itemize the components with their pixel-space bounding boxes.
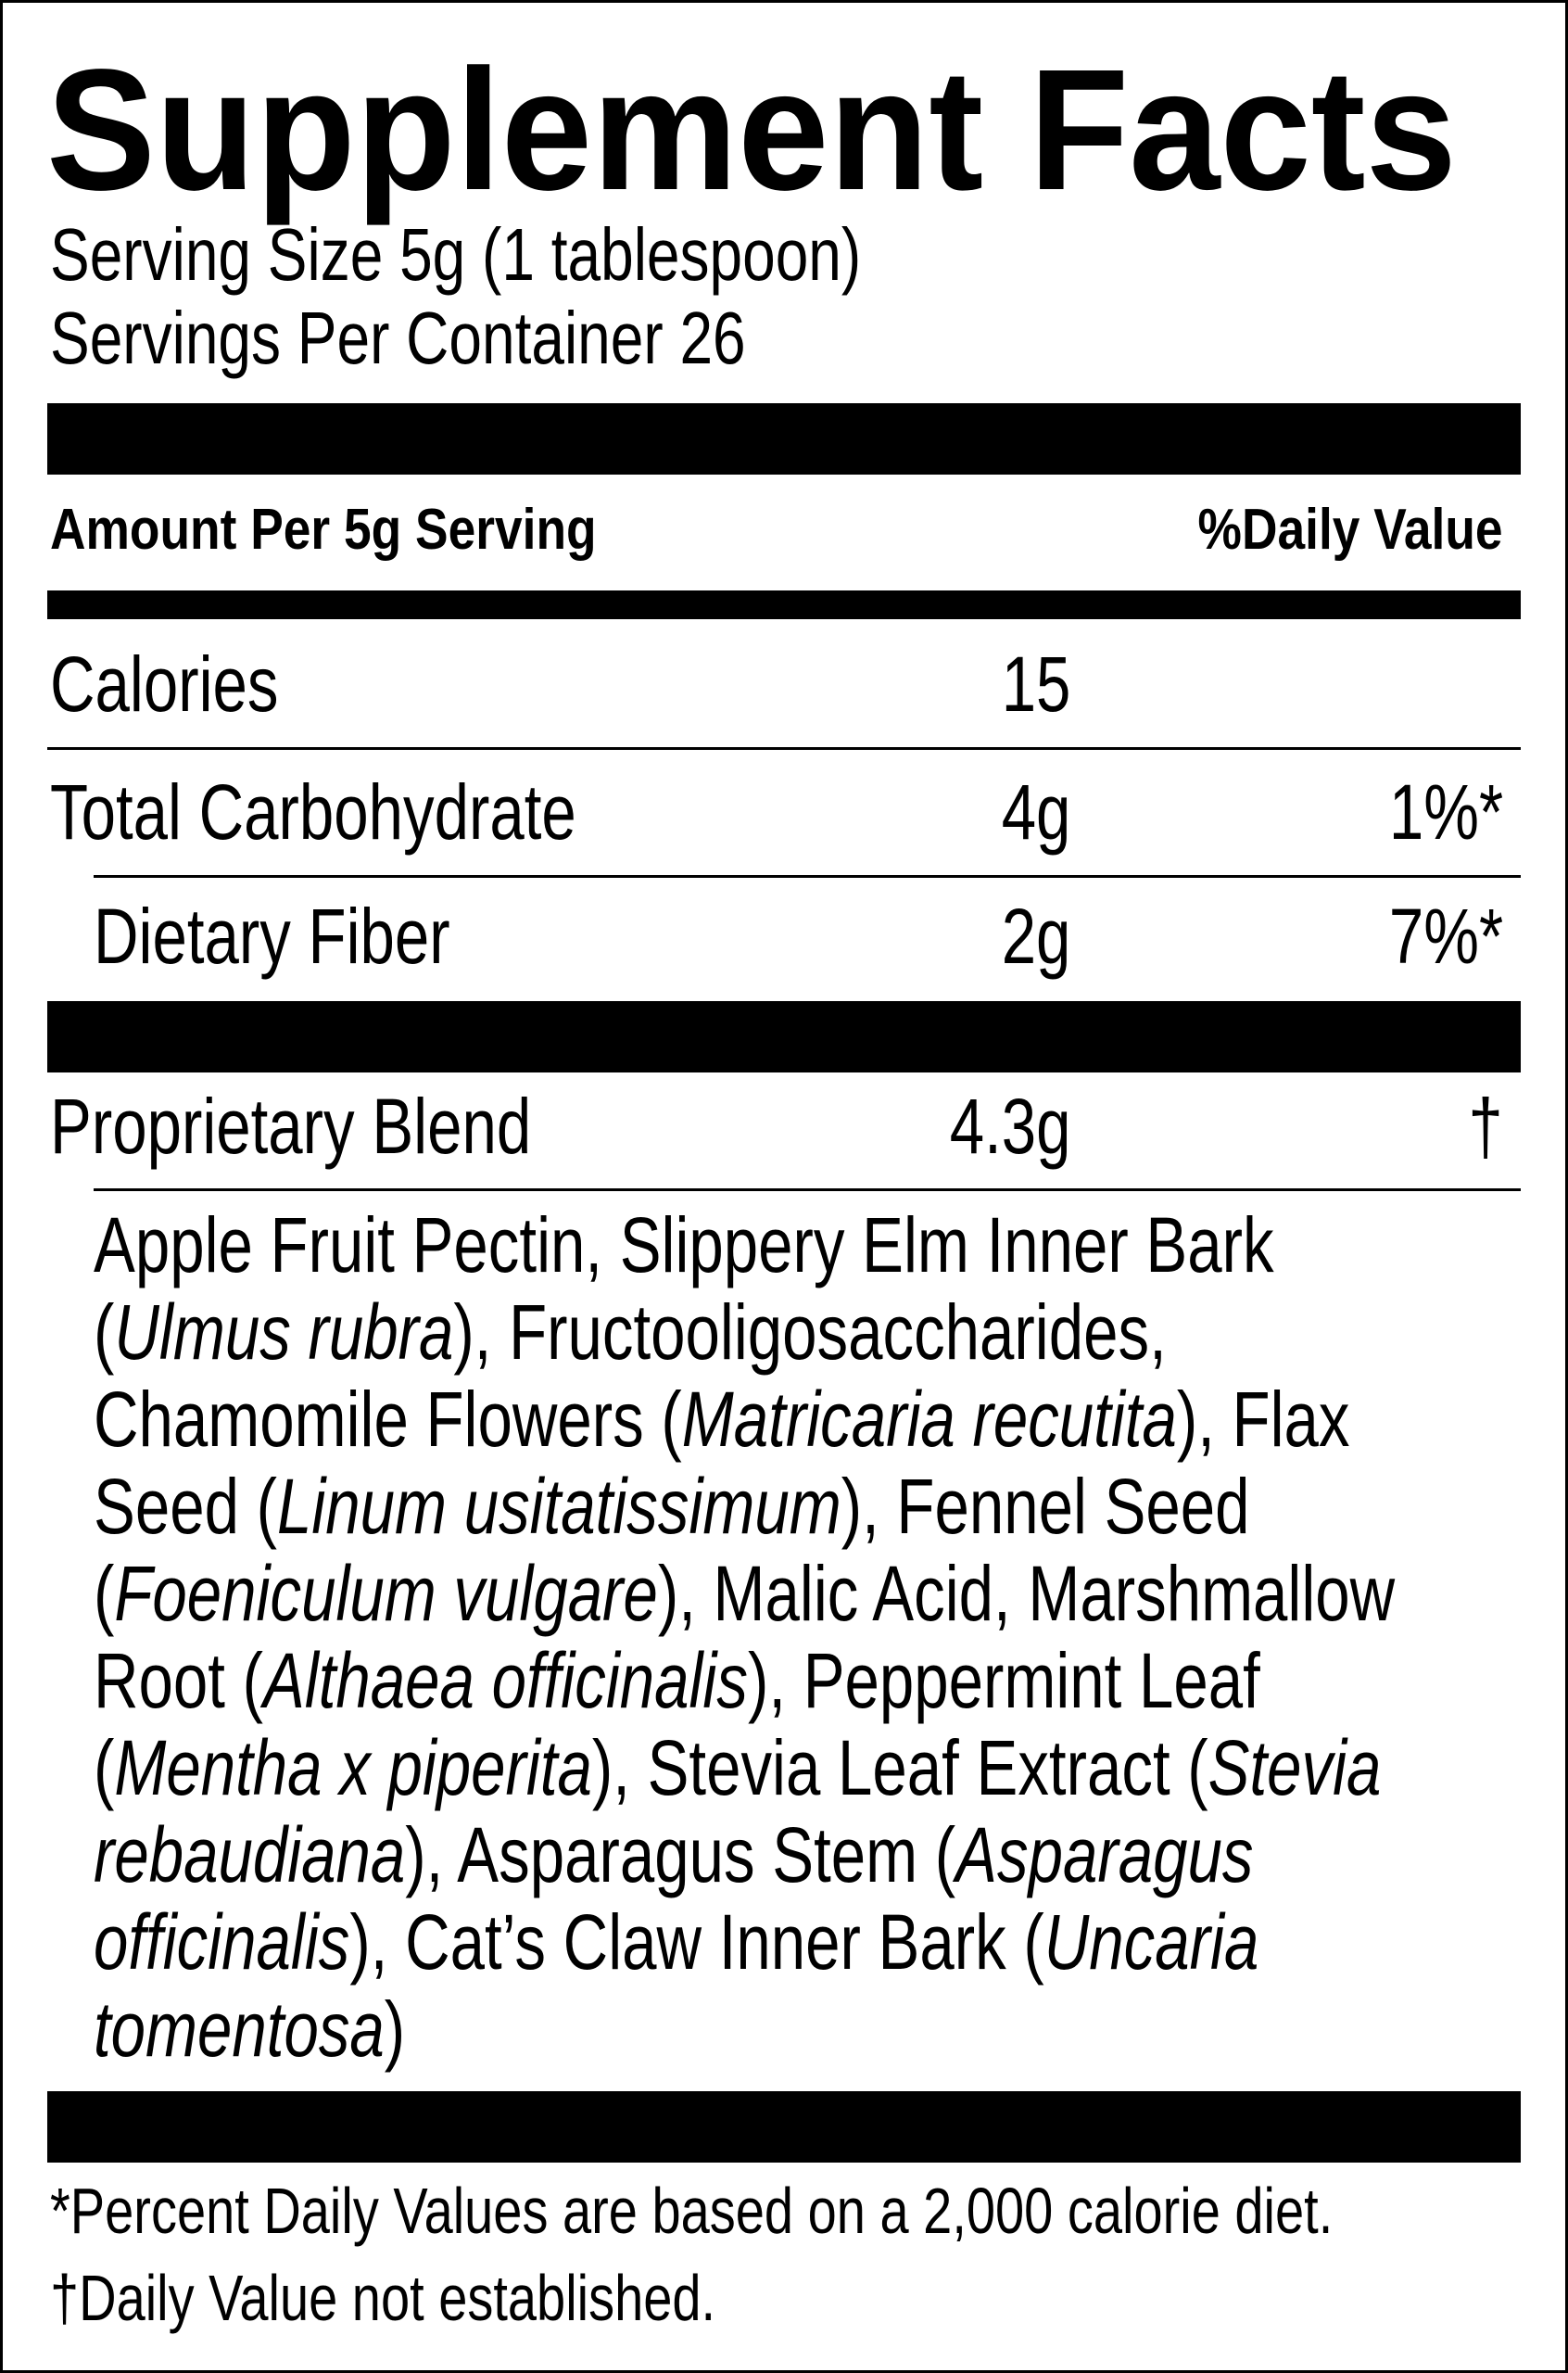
row-divider <box>47 747 1521 750</box>
footnote-dagger-text: †Daily Value not established. <box>50 2262 716 2334</box>
nutrient-amount-text: 4.3g <box>949 1083 1070 1170</box>
divider-bar <box>47 403 1521 475</box>
nutrient-name-text: Proprietary Blend <box>50 1083 532 1170</box>
ingredient-line-text: (Mentha x piperita), Stevia Leaf Extract… <box>94 1729 1381 1807</box>
amount-header: Amount Per 5g Serving <box>50 501 686 559</box>
nutrient-daily-value: 1%* <box>1360 773 1503 851</box>
ingredient-line-text: tomentosa) <box>94 1990 405 2068</box>
nutrient-amount-text: 2g <box>1001 893 1070 980</box>
ingredient-text: Apple Fruit Pectin, Slippery Elm Inner B… <box>94 1201 1274 1288</box>
ingredient-text: ), Flax <box>1176 1376 1350 1463</box>
ingredient-line: (Ulmus rubra), Fructooligosaccharides, <box>94 1293 1435 1371</box>
ingredient-line-text: Seed (Linum usitatissimum), Fennel Seed <box>94 1467 1250 1545</box>
ingredient-line: Seed (Linum usitatissimum), Fennel Seed <box>94 1467 1538 1545</box>
nutrient-name-text: Total Carbohydrate <box>50 768 576 856</box>
nutrient-amount: 15 <box>984 645 1070 723</box>
ingredient-text: ) <box>384 1986 406 2073</box>
botanical-name: Ulmus rubra <box>114 1288 454 1376</box>
ingredient-text: ), Fennel Seed <box>841 1463 1250 1550</box>
ingredient-line-text: rebaudiana), Asparagus Stem (Asparagus <box>94 1816 1253 1894</box>
botanical-name: Stevia <box>1208 1724 1382 1811</box>
ingredient-line-text: Chamomile Flowers (Matricaria recutita),… <box>94 1380 1350 1458</box>
serving-size: Serving Size 5g (1 tablespoon) <box>50 218 1064 292</box>
row-divider <box>94 875 1521 878</box>
ingredient-line: officinalis), Cat’s Claw Inner Bark (Unc… <box>94 1903 1550 1981</box>
ingredient-text: ), Fructooligosaccharides, <box>453 1288 1167 1376</box>
title-text: Supplement Facts <box>46 34 1457 226</box>
nutrient-amount: 2g <box>984 897 1070 975</box>
ingredient-text: ), Peppermint Leaf <box>747 1637 1260 1724</box>
nutrient-name: Calories <box>50 645 335 723</box>
ingredient-text: ), Malic Acid, Marshmallow <box>657 1550 1396 1637</box>
nutrient-name: Proprietary Blend <box>50 1087 651 1165</box>
nutrient-daily-value-text: 1%* <box>1388 768 1503 856</box>
nutrient-amount-text: 4g <box>1001 768 1070 856</box>
ingredient-line-text: officinalis), Cat’s Claw Inner Bark (Unc… <box>94 1903 1258 1981</box>
footnote-percent-text: *Percent Daily Values are based on a 2,0… <box>50 2175 1334 2247</box>
botanical-name: Foeniculum vulgare <box>114 1550 658 1637</box>
ingredient-text: Chamomile Flowers ( <box>94 1376 682 1463</box>
ingredient-line-text: (Ulmus rubra), Fructooligosaccharides, <box>94 1293 1167 1371</box>
botanical-name: Althaea officinalis <box>263 1637 748 1724</box>
ingredient-line: rebaudiana), Asparagus Stem (Asparagus <box>94 1816 1543 1894</box>
ingredient-line: (Foeniculum vulgare), Malic Acid, Marshm… <box>94 1555 1568 1632</box>
nutrient-daily-value-text: 7%* <box>1388 893 1503 980</box>
ingredient-line-text: Apple Fruit Pectin, Slippery Elm Inner B… <box>94 1206 1274 1284</box>
nutrient-name: Total Carbohydrate <box>50 773 708 851</box>
ingredient-line-text: (Foeniculum vulgare), Malic Acid, Marshm… <box>94 1555 1395 1632</box>
nutrient-amount: 4g <box>984 773 1070 851</box>
botanical-name: rebaudiana <box>94 1811 406 1898</box>
botanical-name: Mentha x piperita <box>114 1724 592 1811</box>
ingredient-text: Root ( <box>94 1637 263 1724</box>
ingredient-text: ( <box>94 1550 115 1637</box>
nutrient-amount-text: 15 <box>1001 641 1070 728</box>
botanical-name: Uncaria <box>1043 1898 1259 1986</box>
amount-header-text: Amount Per 5g Serving <box>50 498 597 562</box>
ingredient-text: Seed ( <box>94 1463 277 1550</box>
ingredient-text: ), Stevia Leaf Extract ( <box>591 1724 1208 1811</box>
ingredient-line: Apple Fruit Pectin, Slippery Elm Inner B… <box>94 1206 1568 1284</box>
botanical-name: Asparagus <box>955 1811 1254 1898</box>
nutrient-daily-value: † <box>1460 1087 1503 1165</box>
divider-bar <box>47 590 1521 619</box>
divider-bar <box>47 1001 1521 1072</box>
nutrient-daily-value-text: † <box>1468 1083 1503 1170</box>
ingredient-line: (Mentha x piperita), Stevia Leaf Extract… <box>94 1729 1568 1807</box>
daily-value-header-text: %Daily Value <box>1198 498 1503 562</box>
ingredient-text: ( <box>94 1724 115 1811</box>
servings-per-container-text: Servings Per Container 26 <box>50 297 746 379</box>
servings-per-container: Servings Per Container 26 <box>50 301 919 375</box>
ingredient-line: Chamomile Flowers (Matricaria recutita),… <box>94 1380 1568 1458</box>
ingredient-text: ( <box>94 1288 115 1376</box>
nutrient-name-text: Dietary Fiber <box>94 893 450 980</box>
nutrient-name-text: Calories <box>50 641 279 728</box>
botanical-name: officinalis <box>94 1898 350 1986</box>
footnote-dagger: †Daily Value not established. <box>50 2265 882 2330</box>
ingredient-text: ), Cat’s Claw Inner Bark ( <box>349 1898 1044 1986</box>
page-title: Supplement Facts <box>46 44 1531 217</box>
nutrient-amount: 4.3g <box>919 1083 1070 1170</box>
divider-bar <box>47 2091 1521 2163</box>
row-divider <box>94 1188 1521 1191</box>
nutrient-name: Dietary Fiber <box>94 897 539 975</box>
daily-value-header: %Daily Value <box>1148 501 1503 559</box>
botanical-name: tomentosa <box>94 1986 385 2073</box>
ingredient-text: ), Asparagus Stem ( <box>405 1811 956 1898</box>
ingredient-line: Root (Althaea officinalis), Peppermint L… <box>94 1642 1552 1719</box>
botanical-name: Matricaria recutita <box>681 1376 1177 1463</box>
ingredient-line-text: Root (Althaea officinalis), Peppermint L… <box>94 1642 1260 1719</box>
botanical-name: Linum usitatissimum <box>277 1463 841 1550</box>
nutrient-daily-value: 7%* <box>1360 897 1503 975</box>
footnote-percent-daily-value: *Percent Daily Values are based on a 2,0… <box>50 2178 1568 2243</box>
serving-size-text: Serving Size 5g (1 tablespoon) <box>50 213 862 296</box>
ingredient-line: tomentosa) <box>94 1990 483 2068</box>
